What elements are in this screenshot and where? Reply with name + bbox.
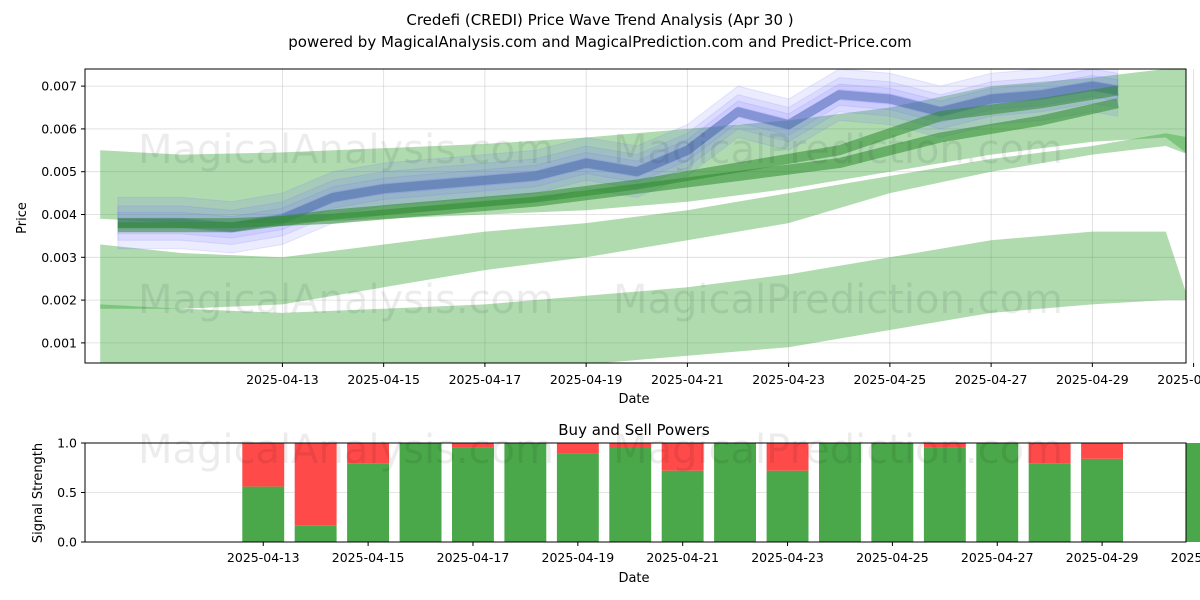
power-x-tick-label: 2025-05-01 [1171,550,1200,565]
price-y-tick-label: 0.002 [41,293,77,308]
price-x-tick-label: 2025-04-23 [752,372,825,387]
price-x-tick-label: 2025-04-21 [651,372,724,387]
sell-bar [766,443,809,471]
buy-bar [452,447,494,542]
power-chart-title: Buy and Sell Powers [558,421,710,439]
forecast-bands [100,69,1186,363]
chart-title: Credefi (CREDI) Price Wave Trend Analysi… [406,11,793,29]
buy-bar [399,443,442,542]
price-y-tick-label: 0.005 [41,164,77,179]
buy-bar [766,470,809,542]
price-wave-envelope [117,80,1119,234]
buy-bar [347,463,389,542]
power-y-tick-label: 0.5 [57,485,77,500]
price-plot-frame [84,68,1187,364]
power-x-tick-label: 2025-04-23 [751,550,824,565]
power-y-tick-label: 1.0 [57,436,77,451]
power-x-tick-label: 2025-04-21 [646,550,719,565]
sell-bar [452,443,494,448]
buy-bar [714,443,756,542]
buy-bar [976,443,1019,542]
buy-bar [556,453,599,542]
price-x-tick-label: 2025-04-19 [550,372,623,387]
sell-bar [1081,443,1123,459]
price-x-tick-label: 2025-04-27 [955,372,1028,387]
power-x-tick-label: 2025-04-27 [961,550,1034,565]
buy-bar [661,470,704,542]
buy-bar [609,447,652,542]
price-x-tick-label: 2025-05-01 [1157,372,1200,387]
forecast-band [100,133,1186,309]
price-x-tick-label: 2025-04-29 [1056,372,1129,387]
price-chart: MagicalAnalysis.com MagicalPrediction.co… [15,68,1200,407]
sell-bar [1028,443,1071,464]
power-x-tick-label: 2025-04-13 [227,550,300,565]
buy-bar [1186,443,1200,542]
buy-bar [923,447,966,542]
watermark-left: MagicalAnalysis.com [138,427,554,473]
buy-bar [819,443,861,542]
price-y-axis-label: Price [15,202,30,234]
price-grid [85,69,1194,363]
watermark-right: MagicalPrediction.com [613,127,1063,173]
price-y-tick-label: 0.006 [41,121,77,136]
price-x-tick-label: 2025-04-15 [347,372,420,387]
trend-lines [117,85,1119,233]
sell-bar [294,443,337,526]
power-y-axis-label: Signal Strength [31,443,46,543]
sell-bar [923,443,966,448]
price-x-tick-label: 2025-04-17 [449,372,522,387]
trend-line [117,85,1119,233]
power-x-tick-label: 2025-04-15 [332,550,405,565]
buy-bar [871,443,914,542]
price-x-tick-label: 2025-04-13 [246,372,319,387]
sell-bar [609,443,652,447]
sell-bar [661,443,704,471]
power-x-tick-label: 2025-04-17 [437,550,510,565]
price-x-axis-label: Date [618,392,649,407]
watermark-left: MagicalAnalysis.com [138,127,554,173]
power-x-tick-label: 2025-04-29 [1066,550,1139,565]
buy-bar [1028,463,1071,542]
chart-subtitle: powered by MagicalAnalysis.com and Magic… [288,33,912,51]
price-x-tick-label: 2025-04-25 [854,372,927,387]
watermark-left: MagicalAnalysis.com [138,277,554,323]
power-y-axis: 0.0 0.5 1.0 [57,436,85,550]
power-x-axis: 2025-04-13 2025-04-15 2025-04-17 2025-04-19… [227,542,1200,565]
buy-bar [294,525,337,542]
power-chart: Buy and Sell Powers MagicalAnalysis.com … [31,421,1200,586]
price-wave-envelope [117,74,1119,239]
price-y-tick-label: 0.004 [41,207,77,222]
forecast-band [100,69,1186,224]
power-x-axis-label: Date [618,571,649,586]
buy-bar [1081,458,1123,542]
price-y-axis: 0.001 0.002 0.003 0.004 0.005 0.006 0.007 [41,79,85,350]
buy-bar [504,443,547,542]
buy-bar [242,486,285,542]
forecast-band [100,231,1186,363]
watermark-right: MagicalPrediction.com [613,427,1063,473]
price-x-axis: 2025-04-13 2025-04-15 2025-04-17 2025-04-19… [246,363,1200,387]
sell-bar [556,443,599,454]
power-y-tick-label: 0.0 [57,535,77,550]
power-bars [242,443,1200,542]
price-y-tick-label: 0.003 [41,250,77,265]
price-y-tick-label: 0.001 [41,335,77,350]
sell-bar [242,443,285,487]
watermark-right: MagicalPrediction.com [613,277,1063,323]
power-x-tick-label: 2025-04-19 [542,550,615,565]
sell-bar [347,443,389,464]
power-x-tick-label: 2025-04-25 [856,550,929,565]
price-y-tick-label: 0.007 [41,79,77,94]
